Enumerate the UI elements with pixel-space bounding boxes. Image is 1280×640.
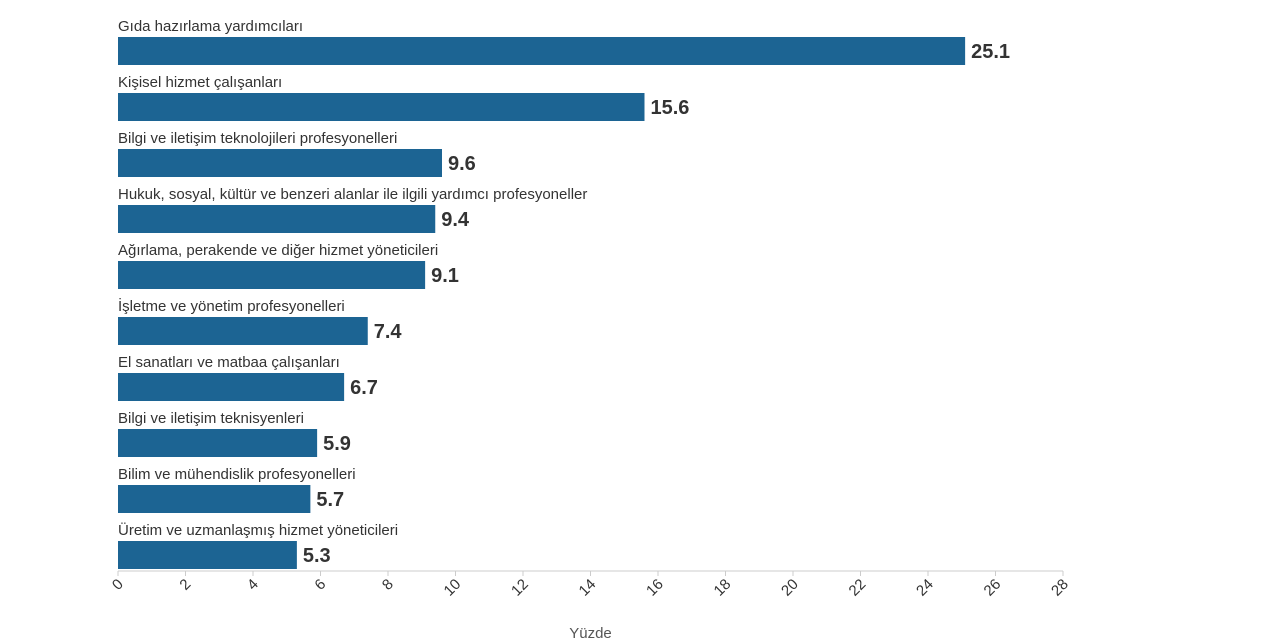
value-label: 9.1	[431, 265, 459, 287]
x-tick-label: 4	[244, 576, 262, 594]
value-label: 7.4	[374, 321, 403, 343]
x-tick-label: 28	[1048, 576, 1072, 600]
category-label: Kişisel hizmet çalışanları	[118, 74, 282, 91]
bar[interactable]	[118, 261, 426, 289]
x-tick-label: 2	[176, 576, 194, 594]
category-label: El sanatları ve matbaa çalışanları	[118, 354, 340, 371]
x-tick-label: 20	[778, 576, 802, 600]
value-label: 15.6	[651, 97, 690, 119]
bars-group: Gıda hazırlama yardımcıları 25.1 Kişisel h…	[118, 18, 1010, 569]
x-tick-label: 18	[711, 576, 735, 600]
bar[interactable]	[118, 37, 966, 65]
value-label: 5.7	[316, 489, 344, 511]
value-label: 9.4	[441, 209, 470, 231]
category-label: Bilgi ve iletişim teknolojileri profesyo…	[118, 130, 397, 147]
x-tick-label: 24	[913, 576, 937, 600]
value-label: 5.3	[303, 545, 331, 567]
bar[interactable]	[118, 317, 368, 345]
x-tick-label: 16	[643, 576, 667, 600]
x-tick-label: 22	[846, 576, 870, 600]
category-label: Üretim ve uzmanlaşmış hizmet yöneticiler…	[118, 521, 398, 539]
x-tick-label: 8	[379, 576, 397, 594]
category-label: Ağırlama, perakende ve diğer hizmet yöne…	[118, 242, 438, 259]
bar[interactable]	[118, 485, 311, 513]
x-tick-label: 0	[109, 576, 127, 594]
value-label: 6.7	[350, 377, 378, 399]
value-label: 9.6	[448, 153, 476, 175]
bar[interactable]	[118, 149, 442, 177]
x-tick-label: 12	[508, 576, 532, 600]
bar[interactable]	[118, 373, 345, 401]
bar[interactable]	[118, 205, 436, 233]
category-label: Hukuk, sosyal, kültür ve benzeri alanlar…	[118, 186, 587, 203]
category-label: Gıda hazırlama yardımcıları	[118, 18, 303, 35]
bar[interactable]	[118, 93, 645, 121]
category-label: Bilgi ve iletişim teknisyenleri	[118, 410, 304, 427]
x-axis-ticks: 0 2 4 6 8 10 12 14 16 18 20 22 24 26 28	[109, 571, 1072, 600]
x-tick-label: 6	[311, 576, 329, 594]
value-label: 25.1	[971, 41, 1010, 63]
x-axis-title: Yüzde	[569, 625, 612, 640]
category-label: Bilim ve mühendislik profesyonelleri	[118, 466, 356, 483]
x-tick-label: 14	[576, 576, 600, 600]
category-label: İşletme ve yönetim profesyonelleri	[118, 297, 345, 315]
bar[interactable]	[118, 429, 318, 457]
bar[interactable]	[118, 541, 297, 569]
x-tick-label: 10	[441, 576, 465, 600]
value-label: 5.9	[323, 433, 351, 455]
x-tick-label: 26	[981, 576, 1005, 600]
